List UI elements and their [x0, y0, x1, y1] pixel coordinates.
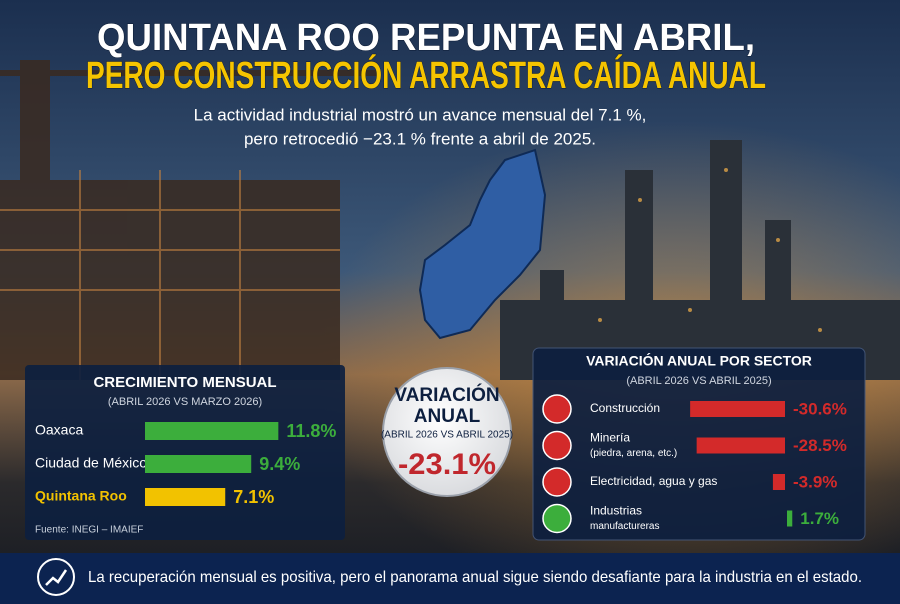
value-label: 11.8%	[286, 421, 336, 441]
value-label: -30.6%	[793, 399, 847, 418]
sector-icon	[542, 430, 572, 461]
monthly-panel	[25, 365, 345, 540]
panel-title: VARIACIÓN ANUAL POR SECTOR	[586, 352, 812, 369]
footer-text: La recuperación mensual es positiva, per…	[88, 569, 862, 586]
bar	[772, 474, 785, 490]
refinery-lights	[598, 168, 822, 332]
scaffold	[0, 170, 340, 380]
sector-label: (piedra, arena, etc.)	[590, 448, 677, 459]
annual-disc	[382, 367, 512, 497]
sector-label: Construcción	[590, 401, 660, 415]
title-line: QUINTANA ROO REPUNTA EN ABRIL,	[97, 17, 755, 59]
sector-label: Industrias	[590, 504, 642, 518]
sector-label: Minería	[590, 431, 630, 445]
state-map	[418, 148, 547, 340]
value-label: -28.5%	[793, 436, 847, 455]
footer-icon	[37, 558, 75, 596]
source: Fuente: INEGI – IMAIEF	[35, 525, 143, 536]
annual-title: VARIACIÓN	[394, 384, 499, 406]
value-label: -3.9%	[793, 472, 837, 491]
value-label: 9.4%	[259, 454, 300, 474]
bar	[787, 510, 793, 527]
value-label: 1.7%	[800, 509, 839, 528]
footer-icon-arrow	[45, 569, 68, 586]
header: QUINTANA ROO REPUNTA EN ABRIL,PERO CONST…	[86, 17, 767, 149]
sector-label: manufactureras	[590, 521, 659, 532]
category-label: Oaxaca	[35, 422, 83, 438]
sector-icon	[542, 394, 572, 424]
sector-icon	[542, 503, 572, 534]
value-label: 7.1%	[233, 487, 274, 507]
bar	[145, 488, 226, 506]
panel-subtitle: (ABRIL 2026 VS ABRIL 2025)	[626, 375, 771, 387]
subtitle-line: La actividad industrial mostró un avance…	[194, 105, 647, 124]
bar	[145, 422, 279, 440]
construction-site	[0, 60, 380, 380]
panel-title: CRECIMIENTO MENSUAL	[93, 374, 276, 391]
annual-subtitle: (ABRIL 2026 VS ABRIL 2025)	[381, 430, 513, 441]
sector-label: Electricidad, agua y gas	[590, 474, 717, 488]
footer-band	[0, 553, 900, 604]
bar	[145, 455, 252, 473]
category-label: Quintana Roo	[35, 488, 127, 504]
panel-subtitle: (ABRIL 2026 VS MARZO 2026)	[108, 396, 262, 408]
sector-icon	[542, 467, 572, 497]
annual-title: ANUAL	[414, 406, 481, 427]
bar	[696, 437, 785, 454]
category-label: Ciudad de México	[35, 455, 147, 471]
bar	[690, 401, 785, 417]
title-line: PERO CONSTRUCCIÓN ARRASTRA CAÍDA ANUAL	[86, 53, 766, 97]
subtitle-line: pero retrocedió −23.1 % frente a abril d…	[244, 129, 596, 148]
annual-value: -23.1%	[398, 448, 496, 481]
